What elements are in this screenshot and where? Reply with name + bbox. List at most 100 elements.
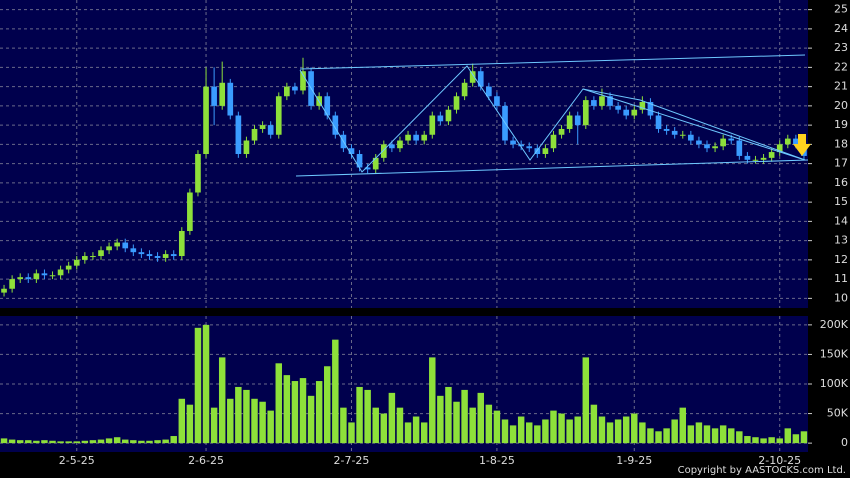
volume-bar [372, 407, 379, 444]
candle-body [243, 140, 250, 154]
volume-bar [162, 439, 169, 444]
volume-bar [461, 389, 468, 444]
candle-body [768, 152, 775, 158]
volume-bar [550, 410, 557, 444]
candle-body [679, 134, 686, 136]
candle-body [397, 140, 403, 149]
volume-bar [719, 425, 727, 444]
candle-body [203, 86, 209, 154]
volume-bar [73, 441, 80, 444]
volume-bar [485, 404, 493, 444]
volume-bar [299, 378, 307, 444]
candle-body [582, 100, 589, 126]
volume-bar [170, 436, 177, 444]
volume-bar [259, 401, 266, 444]
candle-body [211, 86, 217, 106]
candle-body [558, 128, 565, 135]
volume-bar [534, 425, 541, 444]
y-tick-label: 15 [834, 195, 848, 208]
candle-body [623, 109, 630, 116]
volume-bar [792, 434, 800, 444]
volume-bar [736, 431, 743, 444]
candle-body [461, 82, 468, 97]
volume-bar [752, 437, 759, 444]
marks [0, 57, 808, 444]
volume-bar [364, 389, 371, 444]
candle-body [793, 138, 799, 145]
candle-body [421, 134, 428, 141]
candle-body [57, 269, 64, 276]
volume-bar [412, 416, 420, 444]
candle-body [356, 154, 363, 168]
volume-bar [711, 428, 719, 444]
volume-bar [509, 425, 517, 444]
volume-bar [97, 439, 105, 444]
volume-bar [420, 422, 428, 444]
channel-top [299, 54, 806, 70]
candle-body [187, 192, 193, 231]
candle-body [704, 144, 710, 149]
volume-bar [614, 419, 622, 444]
candle-body [372, 157, 379, 170]
volume-bar [57, 441, 64, 444]
y-tick-label: 20 [834, 99, 848, 112]
x-tick-label: 1-8-25 [479, 454, 515, 467]
volume-bar [307, 395, 315, 444]
channel-bottom [295, 159, 809, 177]
volume-bar [671, 419, 678, 444]
volume-bar [760, 438, 767, 444]
candle-body [219, 82, 226, 106]
volume-bar [251, 398, 258, 444]
y-tick-label: 21 [834, 80, 848, 93]
volume-bar [194, 327, 202, 444]
candle-body [389, 144, 395, 149]
candle-body [534, 148, 541, 154]
volume-bar [81, 440, 89, 444]
candle-body [736, 140, 743, 156]
volume-bar [501, 419, 509, 444]
volume-bar [243, 389, 250, 444]
y-tick-label: 50K [827, 407, 849, 420]
candle-body [776, 144, 783, 153]
candle-body [510, 140, 516, 145]
candle-body [688, 134, 694, 141]
volume-bar [348, 422, 355, 444]
x-tick-label: 1-9-25 [616, 454, 652, 467]
y-tick-label: 25 [834, 3, 848, 16]
candle-body [65, 265, 72, 270]
trend-down [582, 88, 806, 161]
candle-body [445, 109, 452, 122]
candle-body [49, 275, 56, 277]
volume-bar [388, 392, 396, 444]
volume-bar [598, 416, 606, 444]
candle-body [9, 279, 15, 289]
candle-body [114, 242, 120, 247]
candle-body [720, 138, 726, 147]
candle-body [591, 100, 597, 106]
x-tick-label: 2-7-25 [334, 454, 370, 467]
volume-bar [227, 398, 234, 444]
y-tick-label: 19 [834, 118, 848, 131]
volume-bar [663, 428, 670, 444]
y-tick-label: 10 [834, 291, 848, 304]
candle-body [275, 96, 282, 135]
volume-bar [275, 363, 282, 444]
volume-bar [469, 407, 476, 444]
candle-body [696, 140, 702, 145]
candle-body [324, 96, 331, 116]
candle-body [453, 96, 460, 110]
candle-body [631, 109, 638, 116]
volume-bar [647, 428, 654, 444]
volume-bar [582, 357, 590, 444]
volume-bar [566, 419, 573, 444]
price-panel [0, 0, 808, 308]
candle-body [655, 115, 662, 129]
candle-body [437, 115, 444, 122]
volume-bar [130, 440, 137, 444]
candle-body [639, 102, 646, 110]
candle-body [33, 273, 40, 280]
volume-bar [332, 339, 339, 444]
volume-bar [218, 357, 226, 444]
